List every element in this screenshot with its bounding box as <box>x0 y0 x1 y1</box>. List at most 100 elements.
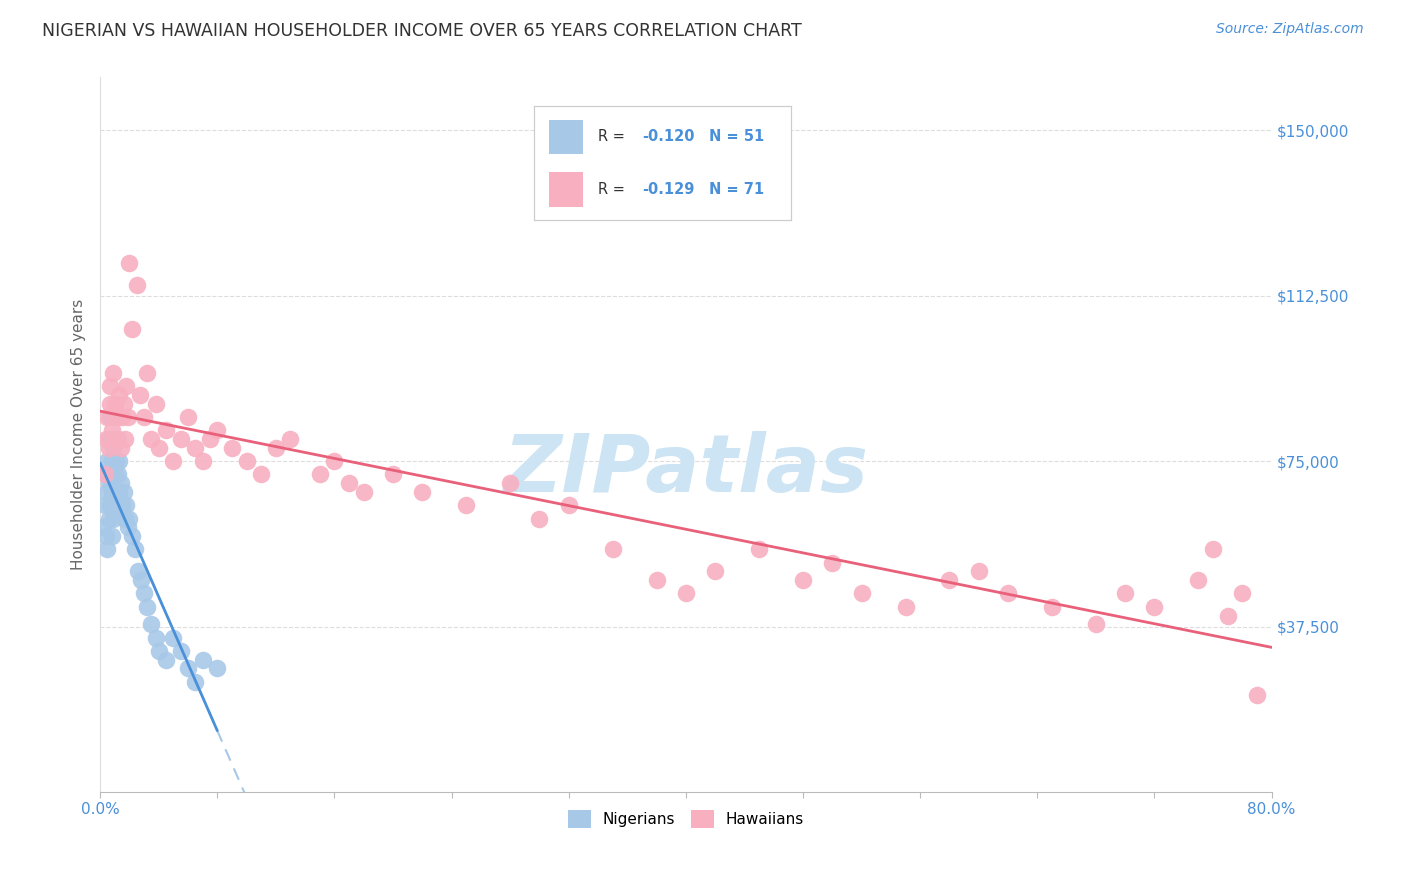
Point <box>675 586 697 600</box>
Point <box>97 441 120 455</box>
Point <box>264 441 287 455</box>
Point <box>221 441 243 455</box>
Point <box>112 485 135 500</box>
Point <box>177 661 200 675</box>
Point <box>148 441 170 455</box>
Point <box>1232 586 1254 600</box>
Y-axis label: Householder Income Over 65 years: Householder Income Over 65 years <box>72 299 86 570</box>
Point <box>132 410 155 425</box>
Point <box>114 432 136 446</box>
Point <box>107 410 129 425</box>
Point <box>111 410 134 425</box>
Point <box>104 467 127 482</box>
Point <box>108 454 131 468</box>
Point <box>104 432 127 446</box>
Point <box>704 565 727 579</box>
Point <box>169 432 191 446</box>
Point <box>207 423 229 437</box>
Point <box>94 432 117 446</box>
Point <box>118 255 141 269</box>
Point <box>110 476 132 491</box>
Point <box>100 397 122 411</box>
Point <box>121 529 143 543</box>
Point <box>645 574 668 588</box>
Text: NIGERIAN VS HAWAIIAN HOUSEHOLDER INCOME OVER 65 YEARS CORRELATION CHART: NIGERIAN VS HAWAIIAN HOUSEHOLDER INCOME … <box>42 22 801 40</box>
Point <box>148 644 170 658</box>
Text: Source: ZipAtlas.com: Source: ZipAtlas.com <box>1216 22 1364 37</box>
Point <box>101 529 124 543</box>
Point <box>851 586 873 600</box>
Point <box>456 498 478 512</box>
Point <box>169 644 191 658</box>
Point <box>141 617 163 632</box>
Point <box>1202 542 1225 557</box>
Point <box>894 599 917 614</box>
Point <box>1040 599 1063 614</box>
Point <box>1187 574 1209 588</box>
Point <box>107 432 129 446</box>
Point <box>115 379 138 393</box>
Point <box>136 366 159 380</box>
Point <box>94 467 117 482</box>
Point <box>1216 608 1239 623</box>
Point <box>103 441 125 455</box>
Legend: Nigerians, Hawaiians: Nigerians, Hawaiians <box>561 804 810 834</box>
Point <box>353 485 375 500</box>
Point <box>114 511 136 525</box>
Point <box>128 388 150 402</box>
Point <box>107 467 129 482</box>
Point <box>162 454 184 468</box>
Point <box>529 511 551 525</box>
Point <box>411 485 433 500</box>
Point <box>557 498 579 512</box>
Point <box>184 441 207 455</box>
Point <box>125 277 148 292</box>
Point <box>145 631 167 645</box>
Point <box>602 542 624 557</box>
Point <box>111 498 134 512</box>
Point <box>100 410 122 425</box>
Point <box>101 454 124 468</box>
Point <box>382 467 405 482</box>
Point <box>96 485 118 500</box>
Point <box>97 476 120 491</box>
Point <box>103 476 125 491</box>
Point <box>141 432 163 446</box>
Point <box>96 454 118 468</box>
Point <box>104 498 127 512</box>
Point <box>117 410 139 425</box>
Point <box>101 423 124 437</box>
Point <box>91 520 114 534</box>
Point <box>967 565 990 579</box>
Point <box>121 322 143 336</box>
Point <box>1084 617 1107 632</box>
Point <box>115 498 138 512</box>
Point <box>155 653 177 667</box>
Point <box>162 631 184 645</box>
Point <box>100 379 122 393</box>
Point <box>103 366 125 380</box>
Point <box>308 467 330 482</box>
Point <box>132 586 155 600</box>
Point <box>103 511 125 525</box>
Point <box>191 454 214 468</box>
Point <box>250 467 273 482</box>
Point <box>118 511 141 525</box>
Point <box>1143 599 1166 614</box>
Point <box>499 476 522 491</box>
Point <box>117 520 139 534</box>
Point <box>1114 586 1136 600</box>
Point <box>94 529 117 543</box>
Point <box>112 397 135 411</box>
Point <box>938 574 960 588</box>
Point <box>323 454 346 468</box>
Point <box>1246 688 1268 702</box>
Point <box>207 661 229 675</box>
Point <box>105 454 128 468</box>
Point <box>177 410 200 425</box>
Point <box>124 542 146 557</box>
Point <box>104 397 127 411</box>
Point <box>821 556 844 570</box>
Point <box>110 441 132 455</box>
Point <box>792 574 814 588</box>
